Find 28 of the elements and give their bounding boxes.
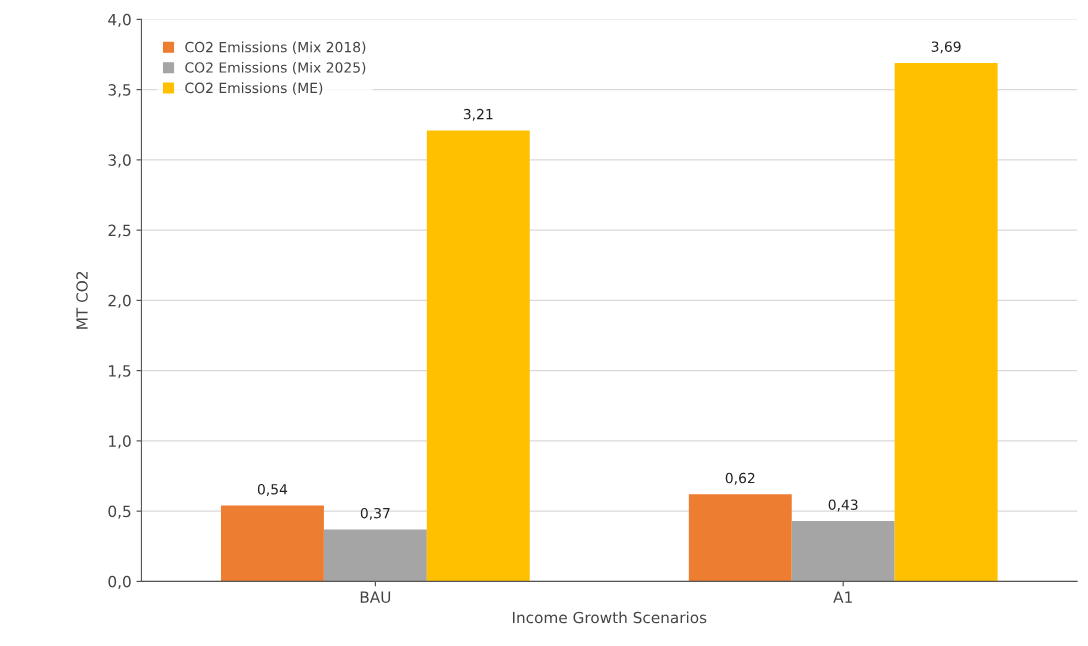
bar [323, 529, 427, 582]
data-label: 0,43 [828, 499, 858, 512]
legend-label: CO2 Emissions (Mix 2018) [185, 41, 366, 54]
bar [791, 520, 895, 582]
y-tick-label: 0,5 [108, 505, 131, 519]
x-tick-label: BAU [360, 591, 391, 603]
bar [688, 494, 792, 582]
data-label: 3,21 [463, 108, 493, 121]
bar [894, 62, 998, 582]
data-label: 0,37 [360, 507, 390, 520]
data-label: 0,62 [725, 472, 755, 485]
x-axis-title: Income Growth Scenarios [512, 611, 707, 624]
y-tick-label: 3,5 [108, 84, 131, 98]
legend-label: CO2 Emissions (Mix 2025) [185, 61, 366, 75]
y-tick-label: 1,5 [109, 365, 131, 379]
y-tick-label: 2,5 [108, 224, 131, 238]
data-label: 0,54 [257, 484, 288, 496]
y-tick-label: 0,0 [108, 575, 131, 589]
legend-label: CO2 Emissions (ME) [185, 82, 323, 95]
data-label: 3,69 [931, 41, 961, 54]
y-tick-label: 4,0 [108, 13, 131, 27]
x-tick-label: A1 [833, 591, 852, 603]
bar [220, 505, 324, 582]
bar [426, 130, 530, 582]
y-tick-label: 3,0 [108, 154, 131, 168]
y-tick-label: 1,0 [109, 435, 131, 449]
y-tick-label: 2,0 [108, 294, 131, 308]
y-axis-title: MT CO2 [76, 272, 88, 329]
